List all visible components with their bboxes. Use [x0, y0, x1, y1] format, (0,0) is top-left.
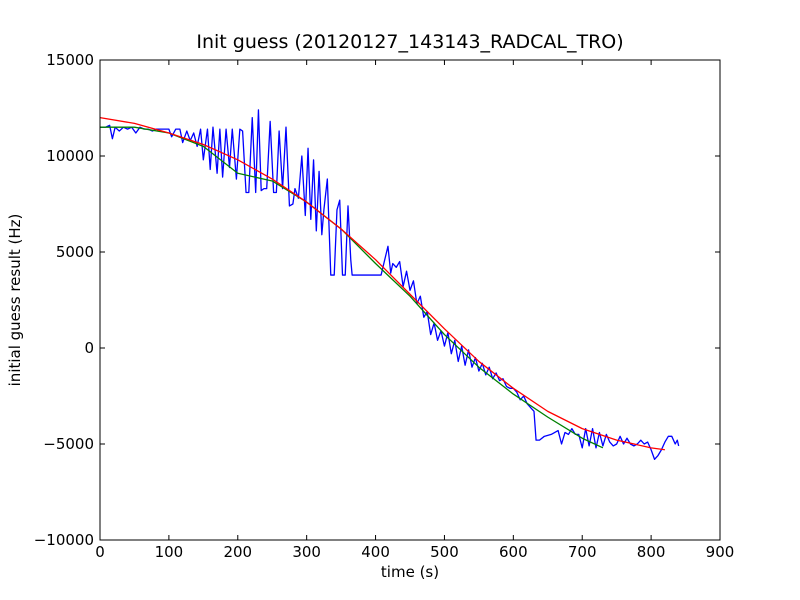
x-tick-label: 800 [637, 543, 666, 561]
x-tick-label: 600 [499, 543, 528, 561]
x-tick-label: 200 [223, 543, 252, 561]
y-tick-label: −10000 [34, 531, 94, 549]
y-tick-label: 5000 [56, 243, 94, 261]
x-tick-label: 100 [155, 543, 184, 561]
y-tick-label: −5000 [43, 435, 94, 453]
lines-layer [99, 109, 680, 461]
x-tick-label: 700 [568, 543, 597, 561]
y-tick-label: 10000 [46, 147, 94, 165]
x-tick-label: 400 [361, 543, 390, 561]
x-tick-label: 500 [430, 543, 459, 561]
ticks-layer: 0 100 200 300 400 500 600 700 800 900 −10000 −5000 0… [34, 51, 735, 561]
x-tick-label: 300 [292, 543, 321, 561]
y-axis-label: initial guess result (Hz) [6, 214, 24, 387]
series-line-1 [100, 126, 604, 449]
x-tick-label: 0 [95, 543, 105, 561]
y-tick-label: 15000 [46, 51, 94, 69]
x-tick-label: 900 [706, 543, 735, 561]
series-line-0 [100, 109, 680, 461]
series-line-2 [99, 116, 665, 451]
axes-frame [99, 59, 721, 541]
y-tick-label: 0 [84, 339, 94, 357]
chart-title: Init guess (20120127_143143_RADCAL_TRO) [196, 31, 623, 53]
x-axis-label: time (s) [381, 563, 439, 581]
